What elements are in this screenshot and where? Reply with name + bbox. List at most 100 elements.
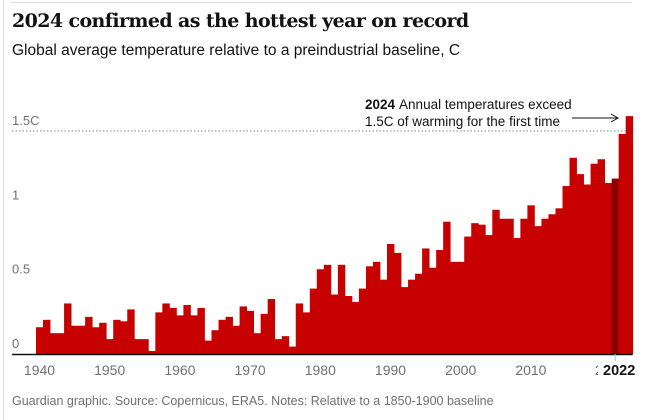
- bar-2023: [618, 133, 627, 354]
- bar-2019: [590, 163, 598, 354]
- bar-1976: [288, 346, 297, 354]
- bar-1956: [148, 351, 156, 354]
- bar-1941: [43, 319, 51, 354]
- bar-1963: [197, 307, 205, 354]
- bar-1996: [429, 267, 437, 354]
- annotation: 2024 Annual temperatures exceed 1.5C of w…: [365, 97, 620, 129]
- bar-1945: [71, 325, 79, 354]
- bar-1940: [36, 327, 44, 354]
- bar-1975: [281, 336, 290, 354]
- bar-1962: [190, 315, 198, 354]
- bar-2021: [604, 183, 613, 354]
- bar-1997: [436, 249, 444, 354]
- frame-left-border: [3, 0, 4, 420]
- bar-2002: [471, 223, 479, 354]
- y-tick-label: 0: [12, 336, 19, 351]
- bar-1967: [225, 316, 233, 354]
- chart-subtitle: Global average temperature relative to a…: [12, 42, 461, 59]
- bar-1990: [387, 243, 395, 354]
- bar-2011: [534, 226, 542, 354]
- bar-2001: [464, 236, 472, 354]
- bar-1957: [155, 312, 163, 354]
- bar-2005: [492, 209, 500, 354]
- bar-1972: [260, 313, 269, 354]
- bar-1973: [267, 298, 276, 354]
- bar-2022: [611, 178, 620, 354]
- bar-2000: [457, 261, 465, 354]
- bar-1951: [113, 319, 121, 354]
- chart-title: 2024 confirmed as the hottest year on re…: [12, 10, 469, 32]
- y-tick-label: 1.5C: [12, 113, 39, 128]
- bar-1964: [204, 340, 212, 354]
- bar-1952: [120, 321, 128, 354]
- bar-1961: [183, 304, 191, 354]
- annotation-line-1: 2024 Annual temperatures exceed: [365, 97, 572, 112]
- frame-top-border: [10, 2, 632, 3]
- y-axis: 0 0.5 1 1.5C: [12, 113, 39, 351]
- bar-1988: [372, 261, 381, 354]
- bar-1989: [379, 279, 388, 354]
- bar-1959: [169, 307, 177, 354]
- bar-2012: [541, 218, 549, 354]
- bar-1980: [316, 269, 325, 354]
- bar-1953: [127, 309, 135, 354]
- bar-1944: [64, 303, 72, 354]
- x-tick-label: 2010: [515, 362, 546, 378]
- bar-1978: [302, 312, 311, 354]
- bar-1960: [176, 315, 184, 354]
- bar-1979: [309, 288, 318, 354]
- bar-1991: [394, 252, 402, 354]
- bar-2013: [548, 214, 556, 354]
- arrow-right-icon: [610, 113, 620, 123]
- bar-1942: [50, 333, 58, 354]
- bar-2020: [597, 159, 606, 354]
- bar-2003: [478, 224, 486, 354]
- bar-1998: [443, 221, 451, 354]
- bar-2010: [527, 205, 535, 354]
- bar-2006: [499, 218, 507, 354]
- bar-1958: [162, 303, 170, 354]
- bar-1971: [253, 333, 262, 354]
- bar-1985: [351, 301, 360, 354]
- bar-1968: [232, 325, 240, 354]
- bar-1999: [450, 261, 458, 354]
- x-tick-label: 1940: [24, 362, 55, 378]
- x-tick-label: 1980: [305, 362, 336, 378]
- source-note: Guardian graphic. Source: Copernicus, ER…: [12, 394, 494, 408]
- bar-1965: [211, 330, 219, 354]
- bar-1943: [57, 333, 65, 354]
- bar-2018: [583, 184, 591, 354]
- bars: [36, 116, 634, 354]
- annotation-text-1: Annual temperatures exceed: [399, 97, 572, 112]
- bar-1955: [141, 339, 149, 354]
- x-tick-label-highlighted: 2022: [603, 363, 635, 379]
- bar-1977: [295, 303, 304, 354]
- bar-1966: [218, 319, 226, 354]
- bar-1947: [85, 316, 93, 354]
- bar-2007: [506, 218, 514, 354]
- y-tick-label: 1: [12, 187, 19, 202]
- bar-1995: [422, 248, 430, 354]
- x-tick-label: 1950: [94, 362, 125, 378]
- x-tick-label: 1960: [164, 362, 195, 378]
- x-tick-label: 1990: [375, 362, 406, 378]
- bar-1954: [134, 339, 142, 354]
- bar-1984: [344, 296, 353, 354]
- bar-1994: [415, 273, 423, 354]
- bar-2017: [576, 174, 584, 354]
- bar-2014: [555, 208, 563, 354]
- bar-1974: [274, 339, 283, 354]
- bar-1949: [99, 322, 107, 354]
- bar-1950: [106, 339, 114, 354]
- bar-1987: [365, 266, 374, 354]
- annotation-year: 2024: [365, 97, 396, 112]
- x-tick-label: 1970: [235, 362, 266, 378]
- bar-2009: [520, 218, 528, 354]
- bar-1969: [239, 306, 247, 354]
- bar-2016: [569, 157, 577, 354]
- bar-2024: [625, 116, 634, 354]
- annotation-line-2: 1.5C of warming for the first time: [365, 114, 560, 129]
- bar-1946: [78, 325, 86, 354]
